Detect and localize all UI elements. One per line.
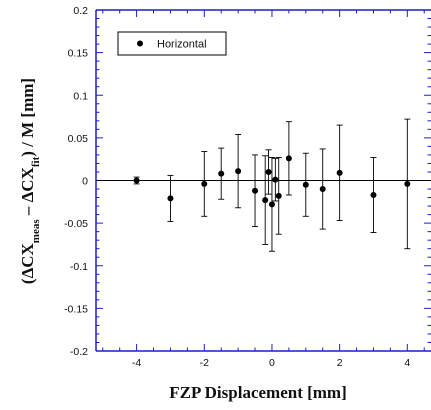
y-tick-label: -0.05	[64, 218, 88, 230]
data-point	[319, 186, 326, 193]
data-point	[218, 170, 225, 177]
y-tick-label: 0.05	[68, 133, 89, 145]
data-point	[404, 180, 411, 187]
data-point	[285, 155, 292, 162]
data-point	[272, 176, 279, 183]
svg-text:(ΔCXmeas – ΔCXfit) / M [mm]: (ΔCXmeas – ΔCXfit) / M [mm]	[18, 78, 42, 284]
data-point	[262, 197, 269, 204]
legend-label: Horizontal	[157, 39, 207, 51]
y-axis-title: (ΔCXmeas – ΔCXfit) / M [mm]	[18, 78, 42, 284]
x-tick-label: 2	[337, 357, 343, 369]
x-tick-label: 4	[404, 357, 410, 369]
y-title-middle: – ΔCX	[18, 166, 37, 219]
plot-area: -0.2 -0.15 -0.1 -0.05 0 0.05 0.1 0.15 0.2 -4 -2 0 2 4…	[64, 5, 431, 369]
y-tick-label: -0.1	[70, 261, 88, 273]
y-tick-label: 0.1	[73, 90, 88, 102]
data-point	[302, 181, 309, 188]
x-tick-label: -4	[132, 357, 141, 369]
x-tick-label: -2	[200, 357, 209, 369]
x-axis-title: FZP Displacement [mm]	[169, 383, 347, 402]
data-point	[133, 177, 140, 184]
data-point	[201, 180, 208, 187]
data-point	[265, 168, 272, 175]
y-tick-label: -0.2	[70, 346, 88, 358]
y-tick-label: 0	[82, 176, 88, 188]
legend-marker	[137, 40, 143, 47]
x-tick-label: 0	[269, 357, 275, 369]
y-tick-label: 0.2	[73, 5, 88, 17]
legend-box	[117, 31, 227, 56]
y-title-prefix: (ΔCX	[18, 242, 37, 284]
y-title-sub-meas: meas	[30, 219, 42, 244]
data-point	[235, 168, 242, 175]
data-point	[252, 187, 259, 194]
data-point	[268, 201, 275, 208]
y-title-sub-fit: fit	[30, 156, 42, 167]
data-point	[167, 195, 174, 202]
y-tick-label: 0.15	[68, 48, 89, 60]
data-point	[275, 192, 282, 199]
y-tick-label: -0.15	[64, 303, 88, 315]
data-point	[370, 191, 377, 198]
y-title-suffix: ) / M [mm]	[18, 78, 37, 157]
data-point	[336, 169, 343, 176]
